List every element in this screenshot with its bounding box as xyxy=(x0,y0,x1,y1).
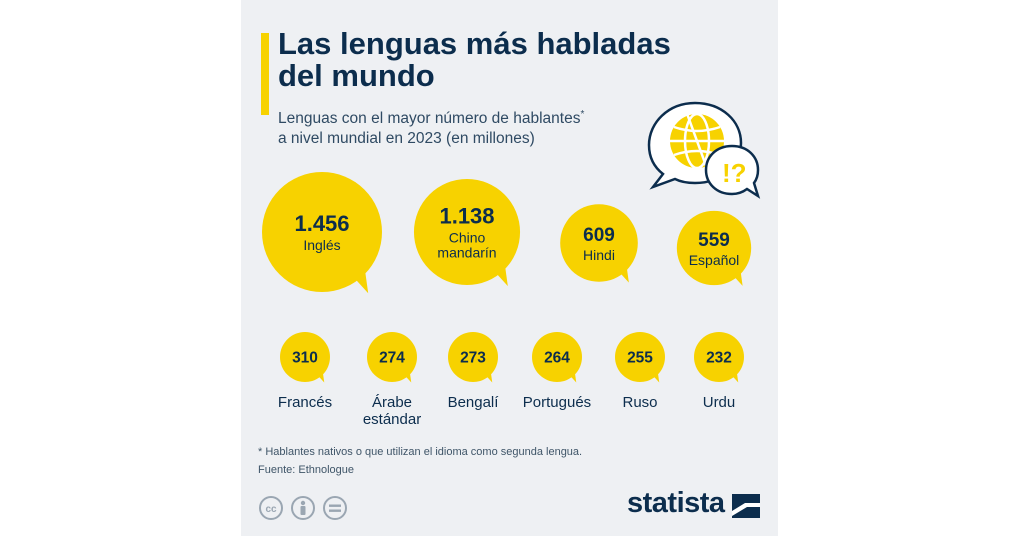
subtitle-line1: Lenguas con el mayor número de hablantes xyxy=(278,110,581,128)
bubble-urdu: 232 Urdu xyxy=(694,332,744,411)
category-label: Francés xyxy=(278,394,332,411)
value-label: 264 xyxy=(544,350,570,367)
category-label: Español xyxy=(689,252,740,268)
value-label: 232 xyxy=(706,350,732,367)
source-note: Fuente: Ethnologue xyxy=(258,464,355,476)
value-label: 310 xyxy=(292,350,318,367)
value-label: 559 xyxy=(698,230,730,251)
svg-text:cc: cc xyxy=(265,504,277,515)
bubble-circle xyxy=(615,332,665,382)
cc-icon: cc xyxy=(259,496,283,520)
category-label: Portugués xyxy=(523,394,591,411)
category-label: Urdu xyxy=(703,394,736,411)
bubble-bengali: 273 Bengalí xyxy=(448,332,500,411)
bubble-portugues: 264 Portugués xyxy=(523,332,591,411)
subtitle-line2: a nivel mundial en 2023 (en millones) xyxy=(278,130,535,148)
license-icons: cc xyxy=(259,496,347,520)
bubble-circle xyxy=(532,332,582,382)
bubble-ruso: 255 Ruso xyxy=(615,332,665,411)
footnote: * Hablantes nativos o que utilizan el id… xyxy=(258,446,583,458)
exclamation-question-icon: !? xyxy=(704,144,761,199)
bubble-circle xyxy=(367,332,417,382)
equals-icon xyxy=(323,496,347,520)
category-label: Ruso xyxy=(622,394,657,411)
bubble-circle xyxy=(560,204,638,282)
bubble-circle xyxy=(413,178,521,286)
subtitle: Lenguas con el mayor número de hablantes… xyxy=(278,105,658,149)
category-label: estándar xyxy=(363,411,421,428)
page-title: Las lenguas más habladas del mundo xyxy=(278,26,671,93)
svg-text:!?: !? xyxy=(722,158,747,188)
category-label: Bengalí xyxy=(448,394,500,411)
value-label: 1.456 xyxy=(294,211,349,236)
value-label: 1.138 xyxy=(439,204,494,229)
category-label: mandarín xyxy=(437,245,496,261)
category-label: Inglés xyxy=(303,237,340,253)
category-label: Hindi xyxy=(583,247,615,263)
bubble-circle xyxy=(448,332,498,382)
value-label: 274 xyxy=(379,350,405,367)
person-icon xyxy=(291,496,315,520)
bubble-frances: 310 Francés xyxy=(278,332,332,411)
category-label: Árabe xyxy=(372,394,412,411)
bubble-circle xyxy=(694,332,744,382)
bubble-circle xyxy=(262,172,382,292)
bubble-circle xyxy=(676,210,752,286)
value-label: 273 xyxy=(460,350,486,367)
statista-logo-text[interactable]: statista xyxy=(627,487,725,519)
statista-logo-icon[interactable] xyxy=(732,494,760,518)
value-label: 609 xyxy=(583,225,615,246)
title-accent-bar xyxy=(261,33,269,115)
subtitle-footnote-mark: * xyxy=(580,109,585,120)
bubble-circle xyxy=(280,332,330,382)
value-label: 255 xyxy=(627,350,653,367)
category-label: Chino xyxy=(449,230,486,246)
